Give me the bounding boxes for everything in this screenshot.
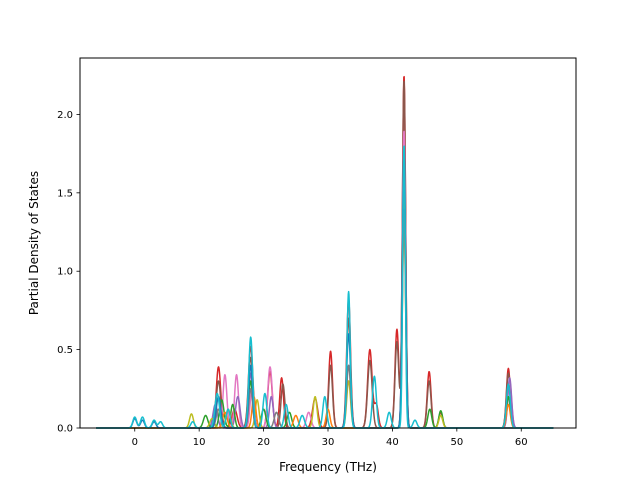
y-tick-label: 2.0 [57, 110, 73, 121]
x-tick-label: 30 [322, 437, 335, 448]
x-tick-label: 60 [515, 437, 528, 448]
x-axis-label: Frequency (THz) [279, 460, 377, 474]
x-tick-label: 50 [450, 437, 463, 448]
x-ticks: 0 10 20 30 40 50 60 [132, 428, 528, 448]
x-tick-label: 10 [193, 437, 206, 448]
y-tick-label: 1.5 [57, 188, 73, 199]
y-tick-label: 0.5 [57, 345, 73, 356]
x-tick-label: 0 [132, 437, 138, 448]
x-tick-label: 40 [386, 437, 399, 448]
y-axis-label: Partial Density of States [27, 171, 41, 315]
x-tick-label: 20 [257, 437, 270, 448]
y-tick-label: 0.0 [57, 424, 73, 435]
y-tick-label: 1.0 [57, 267, 73, 278]
y-ticks: 0.0 0.5 1.0 1.5 2.0 [57, 110, 80, 435]
